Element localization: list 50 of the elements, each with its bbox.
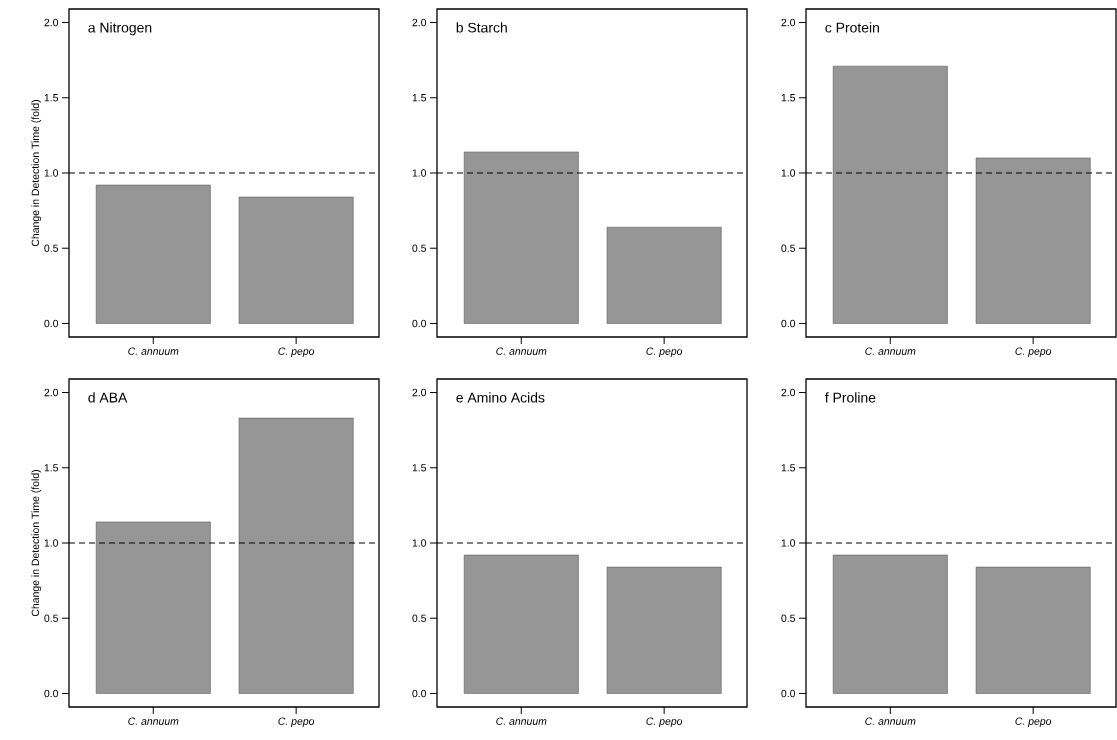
- y-tick-label: 2.0: [781, 388, 796, 397]
- text: d ABA: [88, 392, 128, 403]
- y-tick-label: 0.5: [412, 244, 427, 252]
- y-tick-label: 0.5: [44, 244, 59, 252]
- x-tick-label: C. pepo: [1015, 717, 1052, 727]
- y-tick-label: 0.0: [412, 319, 427, 328]
- text: c Protein: [825, 22, 879, 33]
- x-tick-label: C. pepo: [278, 717, 315, 727]
- y-tick-label: 0.5: [781, 244, 796, 252]
- y-tick-label: 2.0: [44, 388, 59, 397]
- y-tick-label: 0.5: [44, 614, 59, 622]
- y-tick-label: 1.0: [44, 169, 59, 177]
- y-axis-title: Change in Detection Time (fold): [31, 470, 42, 617]
- y-tick-label: 0.0: [44, 689, 59, 698]
- x-tick-label: C. pepo: [646, 717, 683, 727]
- y-tick-label: 2.0: [412, 388, 427, 397]
- y-tick-label: 1.5: [412, 94, 427, 102]
- x-tick-label: C. annuum: [128, 717, 179, 725]
- y-tick-label: 2.0: [781, 18, 796, 27]
- y-tick-label: 0.5: [412, 614, 427, 622]
- x-tick-label: C. pepo: [1015, 347, 1052, 357]
- x-tick-label: C. pepo: [278, 347, 315, 357]
- y-tick-label: 1.5: [781, 464, 796, 472]
- y-tick-label: 0.5: [781, 614, 796, 622]
- y-tick-label: 0.0: [412, 689, 427, 698]
- y-tick-label: 0.0: [781, 689, 796, 698]
- text: f Proline: [825, 392, 876, 403]
- y-tick-label: 2.0: [412, 18, 427, 27]
- y-axis-title: Change in Detection Time (fold): [31, 100, 42, 247]
- x-tick-label: C. annuum: [496, 717, 547, 725]
- x-tick-label: C. annuum: [865, 717, 916, 725]
- y-tick-label: 1.5: [412, 464, 427, 472]
- text: a Nitrogen: [88, 22, 152, 36]
- y-tick-label: 1.0: [781, 169, 796, 177]
- x-tick-label: C. annuum: [496, 347, 547, 355]
- text: e Amino Acids: [456, 392, 545, 403]
- x-tick-label: C. annuum: [128, 347, 179, 355]
- x-tick-label: C. annuum: [865, 347, 916, 355]
- y-tick-label: 1.0: [412, 169, 427, 177]
- y-tick-label: 1.0: [44, 539, 59, 547]
- y-tick-label: 1.0: [412, 539, 427, 547]
- y-tick-label: 0.0: [781, 319, 796, 328]
- x-tick-label: C. pepo: [646, 347, 683, 357]
- y-tick-label: 2.0: [44, 18, 59, 27]
- y-tick-label: 1.5: [44, 94, 59, 102]
- text: b Starch: [456, 22, 507, 33]
- y-tick-label: 1.5: [781, 94, 796, 102]
- y-tick-label: 0.0: [44, 319, 59, 328]
- y-tick-label: 1.5: [44, 464, 59, 472]
- y-tick-label: 1.0: [781, 539, 796, 547]
